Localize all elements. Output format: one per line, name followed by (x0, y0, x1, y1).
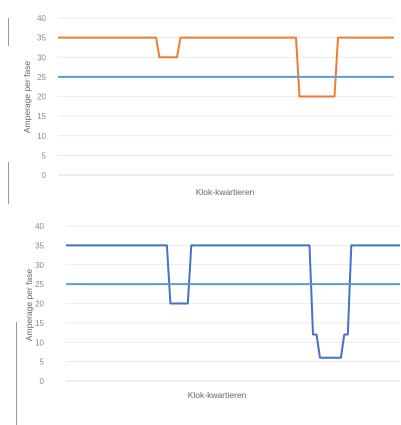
y-tick-label: 20 (35, 300, 44, 309)
y-tick-label: 0 (40, 377, 45, 386)
y-tick-label: 40 (35, 222, 44, 231)
y-tick-label: 25 (35, 280, 44, 289)
left-margin-rule-bottom (16, 322, 17, 425)
chart-1-xlabel: Klok-kwartieren (196, 187, 255, 197)
y-tick-label: 0 (42, 171, 47, 180)
y-tick-label: 30 (37, 53, 46, 62)
chart-2-ylabel: Amperage per fase (24, 269, 34, 342)
chart-2-svg: Amperage per fase Klok-kwartieren 0 5 10 15… (24, 222, 400, 400)
chart-1-gridlines (58, 17, 394, 176)
y-tick-label: 5 (40, 358, 45, 367)
y-tick-label: 5 (42, 151, 47, 160)
chart-1: Amperage per fase Klok-kwartieren 0 5 10 15… (0, 0, 401, 205)
y-tick-label: 10 (37, 132, 46, 141)
y-tick-label: 30 (35, 261, 44, 270)
y-tick-label: 10 (35, 338, 44, 347)
chart-1-series-line-1 (58, 36, 394, 98)
left-margin-rule-middle (8, 162, 9, 204)
chart-2-series-line-1 (66, 244, 400, 359)
chart-2-xlabel: Klok-kwartieren (188, 390, 247, 400)
chart-2: Amperage per fase Klok-kwartieren 0 5 10 15… (0, 212, 401, 425)
y-tick-label: 25 (37, 73, 46, 82)
y-tick-label: 40 (37, 14, 46, 23)
y-tick-label: 35 (35, 241, 44, 250)
y-tick-label: 15 (37, 112, 46, 121)
chart-1-ylabel: Amperage per fase (22, 61, 32, 134)
chart-1-svg: Amperage per fase Klok-kwartieren 0 5 10 15… (22, 14, 394, 197)
y-tick-label: 15 (35, 319, 44, 328)
y-tick-label: 35 (37, 34, 46, 43)
left-margin-rule-top (8, 18, 9, 46)
y-tick-label: 20 (37, 93, 46, 102)
